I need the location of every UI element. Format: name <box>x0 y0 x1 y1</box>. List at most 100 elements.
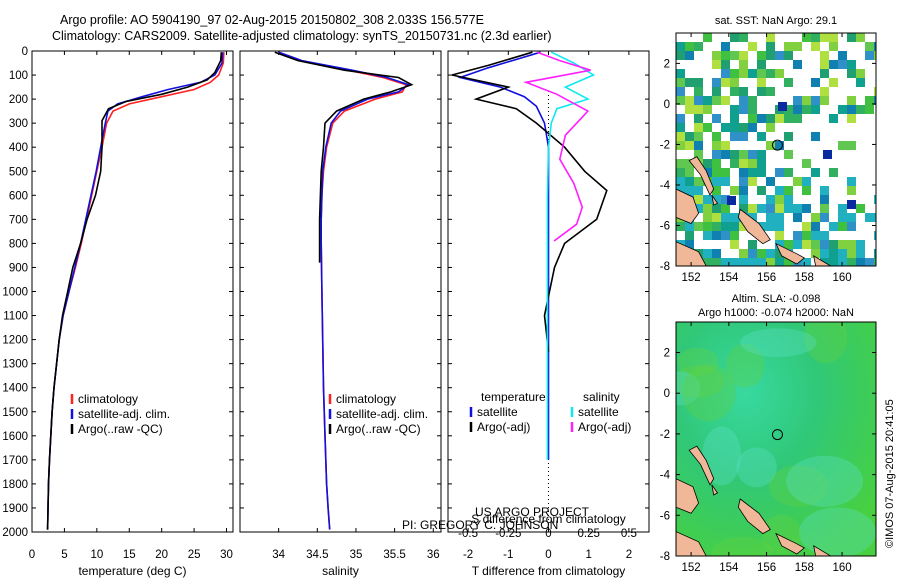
y-tick-label: 500 <box>9 166 28 178</box>
sst-cell <box>784 204 793 213</box>
sst-cell <box>721 177 730 186</box>
sst-cell <box>739 87 748 96</box>
sla-blob <box>740 328 817 358</box>
sst-cell <box>829 249 838 258</box>
sst-cell <box>802 33 811 42</box>
sst-cell <box>712 258 721 266</box>
sst-cell <box>766 42 775 51</box>
sst-cell <box>820 60 829 69</box>
y-tick-label: 1000 <box>2 287 28 299</box>
sst-cell <box>694 42 703 51</box>
sst-cell <box>820 240 829 249</box>
sst-cell <box>820 195 829 204</box>
sst-cell <box>829 240 838 249</box>
sst-cell <box>730 51 739 60</box>
sst-cell <box>838 222 847 231</box>
x-tick-label: -2 <box>463 549 473 561</box>
x-tick-label: 10 <box>90 549 103 561</box>
sst-cell <box>676 69 685 78</box>
sst-cell <box>694 114 703 123</box>
sst-cell <box>847 96 856 105</box>
sla-blob <box>725 343 765 388</box>
sst-cell <box>838 240 847 249</box>
sst-cell <box>712 222 721 231</box>
sst-cell <box>703 159 712 168</box>
y-tick-label: 800 <box>9 238 28 250</box>
sst-cell <box>874 258 876 266</box>
sst-cell <box>793 42 802 51</box>
sst-cell <box>811 240 820 249</box>
sst-cell <box>730 240 739 249</box>
sst-cell <box>730 213 739 222</box>
sla-blob <box>677 347 719 376</box>
sst-cell <box>730 231 739 240</box>
sst-cell <box>847 33 856 42</box>
map-x-tick-label: 156 <box>757 562 776 574</box>
x-tick-label: 34 <box>272 549 285 561</box>
legend-title-salinity: salinity <box>583 390 620 404</box>
map-x-tick-label: 152 <box>682 562 701 574</box>
sst-cell <box>739 195 748 204</box>
sst-cell <box>685 177 694 186</box>
sst-cell <box>820 186 829 195</box>
series-line-satellite-adj--clim- <box>46 52 224 530</box>
map-y-tick-label: -2 <box>660 429 670 441</box>
sst-cell <box>721 78 730 87</box>
x-axis-label: temperature (deg C) <box>78 564 186 578</box>
sst-cell <box>694 96 703 105</box>
sst-cell <box>739 249 748 258</box>
pi-label: PI: GREGORY C. JOHNSON <box>402 518 558 532</box>
sst-cell <box>757 78 766 87</box>
map-x-tick-label: 152 <box>682 272 701 284</box>
sst-cell <box>739 150 748 159</box>
y-tick-label: 300 <box>9 118 28 130</box>
x-tick-label: -1 <box>503 549 513 561</box>
sst-cell <box>811 213 820 222</box>
sst-cell <box>766 177 775 186</box>
sst-cell <box>766 33 775 42</box>
legend-label: satellite-adj. clim. <box>336 407 428 421</box>
series-line-argo--adj- <box>523 51 591 242</box>
map-y-tick-label: 0 <box>664 388 670 400</box>
sla-blob <box>804 322 848 364</box>
sst-cell <box>748 150 757 159</box>
title-line-2: Climatology: CARS2009. Satellite-adjuste… <box>52 29 552 43</box>
y-tick-label: 900 <box>9 262 28 274</box>
sst-cell <box>676 168 685 177</box>
sst-cell <box>811 42 820 51</box>
series-line-argo---raw--qc- <box>274 51 414 263</box>
map-y-tick-label: -8 <box>660 551 670 563</box>
sst-cell <box>766 204 775 213</box>
sst-cell <box>703 195 712 204</box>
sst-cell <box>766 87 775 96</box>
sst-cell <box>676 114 685 123</box>
x-tick-label: 25 <box>188 549 201 561</box>
plot-frame <box>31 50 234 533</box>
x-tick-label: 36 <box>427 549 440 561</box>
map-x-tick-label: 160 <box>832 562 851 574</box>
sst-cell <box>847 114 856 123</box>
sst-cell <box>676 42 685 51</box>
sst-cell-cold <box>778 102 787 111</box>
sst-cell <box>802 96 811 105</box>
sst-cell <box>847 105 856 114</box>
sst-cell <box>775 213 784 222</box>
sst-cell <box>739 51 748 60</box>
x-tick-label: 30 <box>220 549 233 561</box>
sst-cell-cold <box>823 150 832 159</box>
land-new-britain <box>676 188 700 224</box>
map-field <box>676 322 876 556</box>
map-y-tick-label: -6 <box>660 220 670 232</box>
sst-cell <box>739 177 748 186</box>
sst-cell <box>856 240 865 249</box>
sla-map-title-2: Argo h1000: -0.074 h2000: NaN <box>698 307 854 319</box>
sst-cell <box>784 258 793 266</box>
sst-cell <box>703 231 712 240</box>
sst-cell <box>802 204 811 213</box>
y-tick-label: 1500 <box>2 407 28 419</box>
map-y-tick-label: -4 <box>660 470 671 482</box>
sst-cell <box>856 33 865 42</box>
sst-cell <box>802 105 811 114</box>
sst-cell <box>820 249 829 258</box>
sst-cell <box>739 186 748 195</box>
